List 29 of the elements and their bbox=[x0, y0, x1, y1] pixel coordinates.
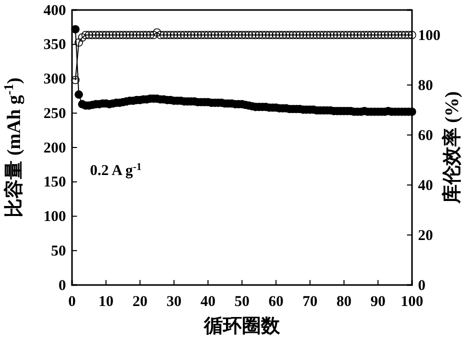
x-tick-label: 40 bbox=[200, 294, 216, 310]
y2-tick-label: 60 bbox=[418, 128, 433, 144]
y-tick-label: 300 bbox=[44, 72, 66, 88]
y-tick-label: 0 bbox=[58, 278, 66, 294]
x-tick-label: 50 bbox=[234, 294, 250, 310]
y-tick-label: 250 bbox=[44, 106, 66, 122]
x-tick-label: 100 bbox=[400, 294, 424, 310]
x-tick-label: 60 bbox=[268, 294, 284, 310]
x-tick-label: 0 bbox=[68, 294, 76, 310]
x-axis-title: 循环圈数 bbox=[203, 316, 281, 337]
annotation: 0.2 A g$^{-1}$ bbox=[90, 162, 142, 179]
x-tick-label: 90 bbox=[370, 294, 386, 310]
y2-tick-label: 100 bbox=[418, 28, 440, 44]
x-tick-label: 80 bbox=[336, 294, 352, 310]
y-tick-label: 350 bbox=[44, 37, 66, 54]
y2-tick-label: 80 bbox=[418, 78, 433, 94]
y-tick-label: 50 bbox=[51, 243, 66, 260]
x-tick-label: 30 bbox=[166, 294, 182, 310]
x-tick-label: 10 bbox=[98, 294, 114, 310]
y-tick-label: 150 bbox=[44, 174, 66, 191]
y-tick-label: 400 bbox=[44, 2, 66, 19]
y-tick-label: 200 bbox=[44, 140, 66, 156]
y2-axis-title: 库伦效率 (%) bbox=[441, 91, 463, 205]
y2-tick-label: 0 bbox=[418, 278, 426, 294]
y2-tick-label: 20 bbox=[418, 228, 433, 244]
x-tick-label: 70 bbox=[302, 294, 318, 310]
x-tick-label: 20 bbox=[132, 294, 148, 310]
y2-tick-label: 40 bbox=[418, 178, 433, 194]
y-tick-label: 100 bbox=[44, 209, 66, 226]
